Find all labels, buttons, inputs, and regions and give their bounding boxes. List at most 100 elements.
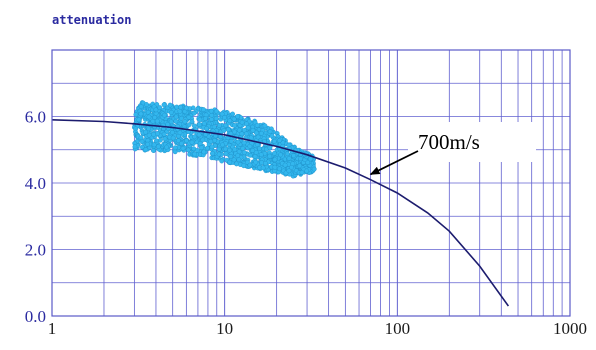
scatter-point [227, 159, 233, 165]
scatter-point [241, 163, 247, 169]
scatter-point [236, 127, 242, 133]
scatter-point [235, 114, 240, 119]
scatter-point [223, 151, 229, 156]
scatter-point [209, 144, 215, 150]
scatter-point [178, 104, 183, 110]
scatter-point [168, 119, 174, 125]
scatter-point [252, 154, 258, 159]
scatter-point [225, 127, 231, 132]
scatter-point [217, 123, 222, 128]
x-tick-label: 1000 [553, 319, 587, 338]
scatter-point [278, 152, 283, 158]
scatter-point [241, 150, 247, 155]
scatter-point [286, 156, 292, 161]
scatter-point [151, 132, 157, 137]
scatter-point [143, 147, 149, 153]
scatter-point [184, 105, 189, 111]
scatter-point [162, 136, 168, 142]
scatter-point [250, 127, 256, 133]
scatter-point [186, 122, 192, 128]
scatter-point [144, 102, 149, 107]
scatter-point [143, 129, 149, 135]
scatter-point [240, 146, 246, 151]
scatter-point [201, 149, 207, 155]
scatter-point [250, 148, 256, 153]
scatter-point [146, 126, 152, 132]
annotation-box [408, 122, 536, 162]
x-tick-label: 100 [385, 319, 411, 338]
scatter-point [180, 146, 186, 151]
scatter-point [172, 145, 178, 151]
scatter-point [247, 143, 253, 149]
scatter-point [209, 116, 214, 122]
scatter-point [161, 131, 167, 137]
scatter-point [201, 107, 206, 112]
scatter-point [209, 112, 215, 118]
scatter-point [299, 170, 305, 175]
scatter-point [263, 160, 268, 166]
scatter-point [170, 135, 176, 141]
scatter-point [175, 138, 181, 144]
scatter-point [267, 129, 273, 134]
scatter-point [257, 146, 262, 151]
scatter-point [155, 131, 160, 136]
scatter-point [247, 152, 253, 158]
scatter-point [173, 114, 179, 120]
scatter-point [210, 150, 216, 156]
scatter-point [267, 145, 273, 151]
scatter-point [253, 130, 259, 136]
scatter-point [227, 147, 233, 153]
scatter-point [245, 125, 251, 131]
scatter-point [232, 129, 237, 135]
scatter-point [197, 122, 202, 127]
scatter-point [138, 111, 144, 117]
scatter-point [192, 134, 197, 140]
scatter-point [150, 118, 156, 124]
scatter-point [231, 116, 237, 122]
scatter-point [255, 134, 261, 140]
scatter-point [243, 131, 249, 137]
scatter-point [307, 156, 313, 162]
scatter-point [231, 157, 237, 163]
scatter-point [185, 147, 191, 153]
scatter-point [145, 141, 150, 147]
scatter-point [260, 165, 266, 171]
scatter-point [162, 112, 167, 118]
annotation: 700m/s [369, 122, 536, 176]
scatter-point [154, 118, 160, 124]
scatter-point [164, 144, 169, 150]
annotation-label: 700m/s [418, 130, 480, 154]
scatter-point [227, 118, 233, 124]
scatter-point [194, 147, 200, 153]
scatter-point [304, 168, 310, 174]
scatter-point [196, 132, 202, 138]
scatter-point [277, 166, 282, 172]
scatter-point [253, 159, 259, 165]
scatter-point [291, 153, 297, 159]
scatter-point [221, 128, 227, 133]
scatter-point [189, 119, 195, 125]
scatter-point [186, 114, 192, 120]
scatter-point [219, 111, 225, 117]
curve-line [51, 119, 510, 307]
scatter-point [202, 116, 208, 121]
scatter-point [153, 107, 159, 113]
scatter-point [191, 123, 197, 129]
tick-labels: 1 10 100 1000 0.0 2.0 4.0 6.0 [25, 108, 587, 339]
x-tick-label: 1 [48, 319, 57, 338]
scatter-point [213, 116, 219, 121]
scatter-point [136, 117, 142, 123]
scatter-point [132, 144, 138, 150]
scatter-point [178, 141, 184, 146]
scatter-point [234, 161, 239, 167]
scatter-point [267, 153, 273, 159]
scatter-point [133, 112, 139, 117]
scatter-point [212, 138, 218, 143]
scatter-point [182, 119, 188, 125]
curve-series [51, 119, 510, 307]
scatter-point [272, 150, 277, 156]
scatter-point [177, 130, 183, 136]
scatter-point [161, 102, 167, 108]
scatter-point [289, 164, 294, 170]
